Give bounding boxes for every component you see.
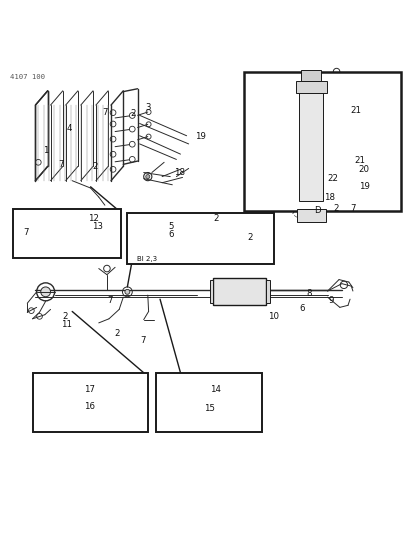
Text: 2: 2 xyxy=(92,162,97,171)
Bar xyxy=(298,93,323,201)
Text: 6: 6 xyxy=(169,230,174,239)
Text: 13: 13 xyxy=(92,222,103,231)
Text: 18: 18 xyxy=(324,193,334,203)
Text: 11: 11 xyxy=(61,320,72,329)
Text: 7: 7 xyxy=(23,229,29,238)
Text: 17: 17 xyxy=(84,385,95,393)
Text: 5: 5 xyxy=(169,222,174,231)
Text: 18: 18 xyxy=(174,168,185,177)
Text: 2: 2 xyxy=(332,204,338,213)
Circle shape xyxy=(40,287,50,297)
Circle shape xyxy=(66,399,74,407)
Text: 8: 8 xyxy=(306,288,311,297)
Text: D: D xyxy=(313,206,320,215)
Circle shape xyxy=(191,229,202,239)
Text: 22: 22 xyxy=(326,174,337,183)
Text: 2: 2 xyxy=(130,109,136,118)
Bar xyxy=(213,278,265,305)
Text: 2: 2 xyxy=(62,312,68,321)
Bar xyxy=(265,280,269,303)
Bar xyxy=(33,373,147,432)
Text: 4: 4 xyxy=(66,124,72,133)
Text: 2: 2 xyxy=(247,232,252,241)
Bar xyxy=(127,213,274,264)
Text: 7: 7 xyxy=(140,336,145,345)
Text: 9: 9 xyxy=(328,295,334,304)
Circle shape xyxy=(288,137,292,140)
Bar xyxy=(13,209,121,259)
Text: Bl 2,3: Bl 2,3 xyxy=(137,256,157,262)
Bar xyxy=(155,373,262,432)
Text: 21: 21 xyxy=(353,156,364,165)
Text: 7: 7 xyxy=(349,204,355,213)
Text: 2: 2 xyxy=(114,329,119,338)
Circle shape xyxy=(125,289,130,294)
Text: 14: 14 xyxy=(209,385,220,393)
Text: 2: 2 xyxy=(213,214,219,223)
Text: 19: 19 xyxy=(194,132,205,141)
Bar xyxy=(300,70,321,80)
Text: 21: 21 xyxy=(350,106,361,115)
Text: 7: 7 xyxy=(107,295,112,304)
Circle shape xyxy=(145,175,149,179)
Text: 10: 10 xyxy=(267,312,279,321)
Bar xyxy=(296,209,325,222)
Circle shape xyxy=(81,394,92,405)
Text: 19: 19 xyxy=(358,182,369,191)
Text: 16: 16 xyxy=(84,402,95,411)
Circle shape xyxy=(170,391,173,394)
Bar xyxy=(295,80,326,93)
Text: 6: 6 xyxy=(299,304,304,313)
Text: 7: 7 xyxy=(102,108,108,117)
Text: 15: 15 xyxy=(203,404,214,413)
Circle shape xyxy=(288,174,292,177)
Text: 12: 12 xyxy=(88,214,99,223)
Text: 20: 20 xyxy=(358,165,369,174)
Bar xyxy=(243,72,400,212)
Text: 4107 100: 4107 100 xyxy=(10,74,45,79)
Bar xyxy=(209,280,213,303)
Text: 1: 1 xyxy=(43,146,48,155)
Text: 7: 7 xyxy=(58,160,64,169)
Text: 3: 3 xyxy=(146,103,151,112)
